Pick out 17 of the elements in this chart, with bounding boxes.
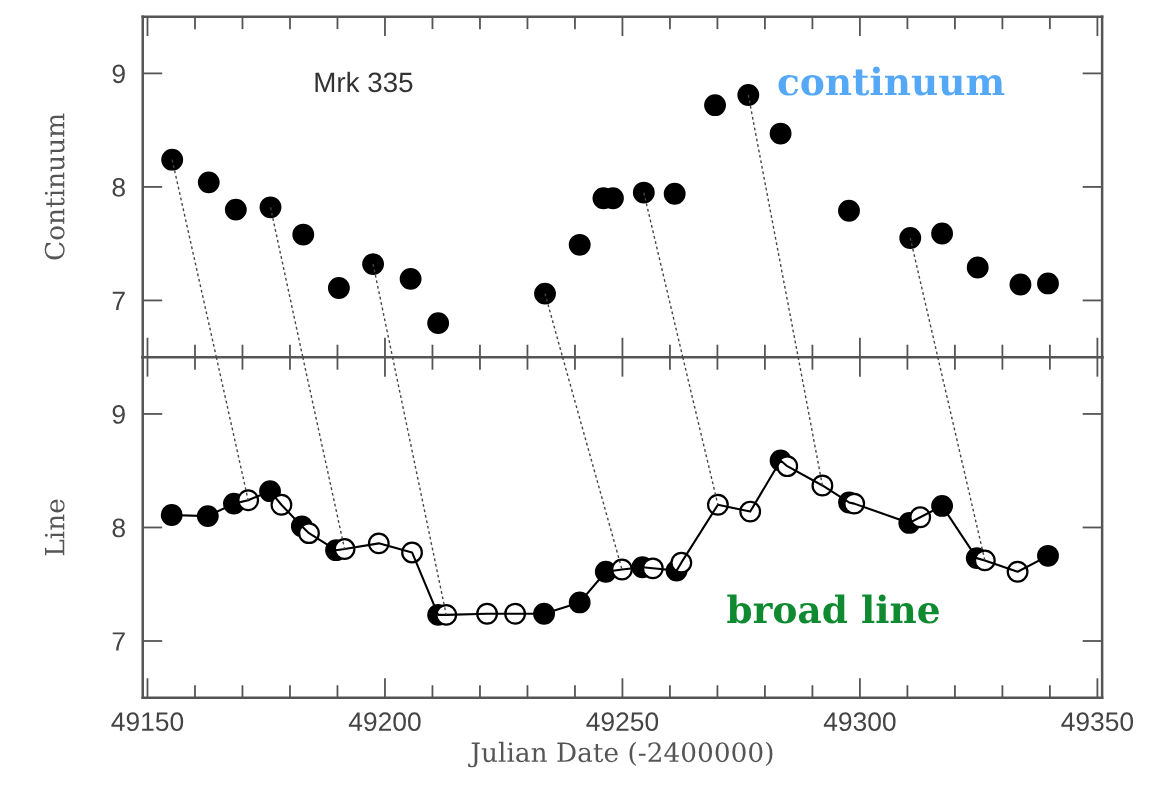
y-tick-label: 8 [112,178,125,197]
x-tick-label: 49300 [823,712,896,732]
annotation: continuum [778,66,1005,96]
x-tick-label: 49250 [586,712,659,732]
y-tick-label: 7 [112,291,125,310]
x-tick-label: 49350 [1061,712,1134,732]
x-tick-label: 49150 [111,712,184,732]
x-axis-title: Julian Date (-2400000) [468,741,773,768]
y-tick-label: 9 [112,64,125,84]
y-axis-title: Continuum [44,113,65,260]
annotation: Mrk 335 [315,71,413,93]
y-tick-label: 8 [112,518,125,538]
x-tick-label: 49200 [348,712,421,732]
y-tick-label: 9 [112,405,125,424]
y-tick-label: 7 [112,632,125,651]
y-axis-title: Line [44,499,65,556]
annotation: broad line [727,594,939,624]
